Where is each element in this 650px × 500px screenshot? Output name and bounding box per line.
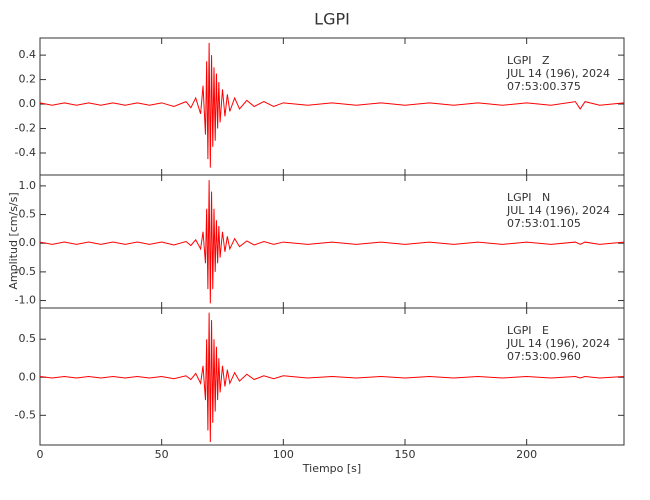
x-tick-label: 50 bbox=[155, 448, 169, 461]
y-tick-label: 0.4 bbox=[19, 48, 37, 61]
annotation: JUL 14 (196), 2024 bbox=[506, 67, 610, 80]
y-tick-label: -0.4 bbox=[15, 146, 36, 159]
y-tick-label: 0.0 bbox=[19, 370, 37, 383]
annotation: 07:53:00.375 bbox=[507, 80, 581, 93]
y-tick-label: -0.5 bbox=[15, 408, 36, 421]
y-tick-label: -0.2 bbox=[15, 122, 36, 135]
x-axis-label: Tiempo [s] bbox=[302, 462, 361, 475]
y-tick-label: 0.0 bbox=[19, 97, 37, 110]
annotation: 07:53:01.105 bbox=[507, 217, 581, 230]
x-tick-label: 150 bbox=[395, 448, 416, 461]
annotation: JUL 14 (196), 2024 bbox=[506, 204, 610, 217]
annotation: 07:53:00.960 bbox=[507, 350, 581, 363]
annotation: LGPI N bbox=[507, 191, 550, 204]
annotation: LGPI E bbox=[507, 324, 549, 337]
x-tick-label: 200 bbox=[516, 448, 537, 461]
y-tick-label: 0.2 bbox=[19, 73, 37, 86]
y-tick-label: -1.0 bbox=[15, 294, 36, 307]
y-tick-label: 0.5 bbox=[19, 332, 37, 345]
y-tick-label: 1.0 bbox=[19, 179, 37, 192]
annotation: LGPI Z bbox=[507, 54, 550, 67]
annotation: JUL 14 (196), 2024 bbox=[506, 337, 610, 350]
y-tick-label: -0.5 bbox=[15, 265, 36, 278]
seismogram-trace bbox=[39, 180, 625, 304]
x-tick-label: 0 bbox=[37, 448, 44, 461]
seismogram-trace bbox=[39, 312, 625, 442]
y-tick-label: 0.0 bbox=[19, 236, 37, 249]
chart-title: LGPI bbox=[314, 10, 350, 29]
y-axis-label: Amplitud [cm/s/s] bbox=[7, 192, 20, 289]
y-tick-label: 0.5 bbox=[19, 208, 37, 221]
x-tick-label: 100 bbox=[273, 448, 294, 461]
seismogram-trace bbox=[39, 42, 625, 168]
